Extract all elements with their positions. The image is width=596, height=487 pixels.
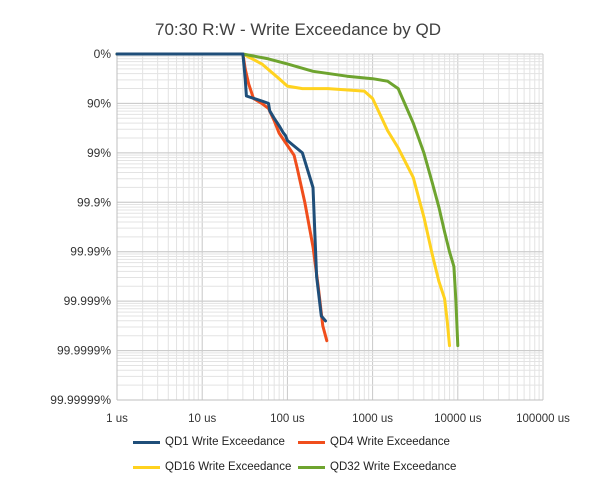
legend-swatch-qd4 [298,440,325,444]
legend-swatch-qd32 [298,465,325,469]
series-layer [115,52,460,348]
y-tick-label: 99.99999% [50,393,111,407]
y-tick-label: 99.9% [77,195,111,209]
series-line-2 [115,52,451,348]
legend-swatch-qd16 [133,465,160,469]
grid-layer [116,53,544,401]
x-tick-label: 10 us [188,413,216,425]
legend-label-qd1: QD1 Write Exceedance [165,436,285,448]
legend-swatch-qd1 [133,440,160,444]
legend-label-qd4: QD4 Write Exceedance [330,436,450,448]
y-tick-label: 0% [94,47,112,61]
legend-item-qd1: QD1 Write Exceedance [133,436,285,448]
legend-item-qd4: QD4 Write Exceedance [298,436,450,448]
x-tick-label: 1 us [106,413,128,425]
series-line-1 [115,52,329,343]
series-line-0 [115,52,327,323]
chart-title: 70:30 R:W - Write Exceedance by QD [155,20,441,39]
x-tick-label: 100000 us [516,413,570,425]
legend-label-qd16: QD16 Write Exceedance [165,461,292,473]
legend-item-qd16: QD16 Write Exceedance [133,461,291,473]
legend-item-qd32: QD32 Write Exceedance [298,461,456,473]
legend-label-qd32: QD32 Write Exceedance [330,461,457,473]
x-tick-label: 10000 us [434,413,482,425]
y-tick-label: 90% [87,96,111,110]
x-tick-label: 1000 us [352,413,393,425]
axis-layer: 0% 90% 99% 99.9% 99.99% 99.999% 99.9999% 99.999… [50,47,570,425]
y-tick-label: 99.999% [64,294,112,308]
series-line-3 [115,52,460,348]
y-tick-label: 99.99% [70,245,111,259]
y-tick-label: 99.9999% [57,344,111,358]
x-tick-label: 100 us [270,413,305,425]
y-tick-label: 99% [87,146,111,160]
